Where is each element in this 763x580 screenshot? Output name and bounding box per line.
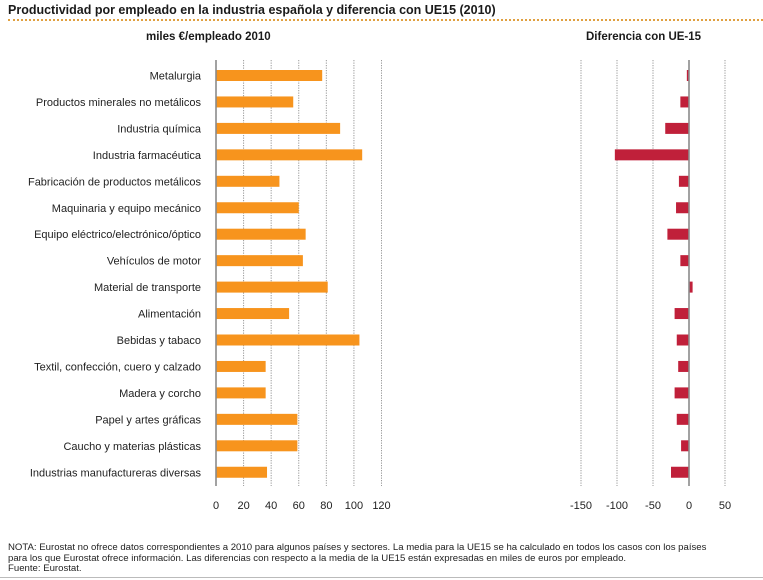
productivity-bar <box>216 175 280 187</box>
difference-bar <box>614 149 689 161</box>
category-label: Madera y corcho <box>119 388 201 400</box>
right-tick-labels: -150 -100 -50 0 50 <box>570 500 731 512</box>
x-tick-label: 120 <box>372 500 390 512</box>
footnote: NOTA: Eurostat no ofrece datos correspon… <box>8 542 763 575</box>
productivity-bar <box>216 440 298 452</box>
category-label: Industria química <box>117 123 202 135</box>
x-tick-label: 20 <box>237 500 249 512</box>
title-divider <box>8 19 763 21</box>
productivity-bar <box>216 70 323 81</box>
left-tick-labels: 0 20 40 60 80 100 120 <box>213 500 391 512</box>
right-gridlines <box>580 60 726 486</box>
category-label: Industria farmacéutica <box>93 150 202 162</box>
x-tick-label: 100 <box>345 500 363 512</box>
right-chart-title: Diferencia con UE-15 <box>586 31 702 43</box>
category-label: Caucho y materias plásticas <box>63 441 201 453</box>
left-chart-title: miles €/empleado 2010 <box>146 31 271 43</box>
difference-bar <box>678 360 689 372</box>
footnote-line: Fuente: Eurostat. <box>8 563 82 574</box>
category-label: Equipo eléctrico/electrónico/óptico <box>34 229 201 241</box>
x-tick-label: -150 <box>570 500 592 512</box>
difference-bar <box>681 440 689 452</box>
x-tick-label: 60 <box>293 500 305 512</box>
productivity-bar <box>216 228 306 240</box>
figure-title: Productividad por empleado en la industr… <box>8 3 496 17</box>
productivity-bar <box>216 387 266 399</box>
x-tick-label: -50 <box>645 500 661 512</box>
productivity-bar <box>216 255 303 267</box>
productivity-bar <box>216 122 341 134</box>
category-label: Industrias manufactureras diversas <box>30 467 202 479</box>
x-tick-label: 40 <box>265 500 277 512</box>
right-bars <box>614 70 693 478</box>
x-tick-label: 80 <box>320 500 332 512</box>
category-label: Material de transporte <box>94 282 201 294</box>
difference-bar <box>676 413 689 425</box>
productivity-bar <box>216 96 294 108</box>
footnote-line: para los que Eurostat ofrece información… <box>8 552 627 564</box>
difference-bar <box>680 96 689 108</box>
category-label: Vehículos de motor <box>107 256 202 268</box>
productivity-bar <box>216 413 298 425</box>
category-label: Maquinaria y equipo mecánico <box>52 203 201 215</box>
left-bars <box>216 70 363 478</box>
category-label: Bebidas y tabaco <box>117 335 201 347</box>
difference-bar <box>676 334 689 346</box>
x-tick-label: 0 <box>213 500 219 512</box>
category-label: Textil, confección, cuero y calzado <box>34 361 201 373</box>
productivity-bar <box>216 281 328 293</box>
difference-bar <box>674 308 689 320</box>
productivity-bar <box>216 466 268 478</box>
bottom-divider <box>0 577 763 578</box>
category-labels: Metalurgia Productos minerales no metálic… <box>28 71 202 480</box>
category-label: Papel y artes gráficas <box>95 414 201 426</box>
x-tick-label: 50 <box>719 500 731 512</box>
difference-bar <box>665 122 689 134</box>
category-label: Productos minerales no metálicos <box>36 97 202 109</box>
difference-bar <box>667 228 689 240</box>
x-tick-label: 0 <box>686 500 692 512</box>
difference-bar <box>686 70 689 81</box>
productivity-bar <box>216 334 360 346</box>
footnote-line: NOTA: Eurostat no ofrece datos correspon… <box>8 542 707 553</box>
category-label: Fabricación de productos metálicos <box>28 176 202 188</box>
category-label: Metalurgia <box>150 71 202 83</box>
productivity-bar <box>216 360 266 372</box>
chart-canvas: Metalurgia Productos minerales no metálic… <box>28 60 731 512</box>
difference-bar <box>671 466 689 478</box>
x-tick-label: -100 <box>606 500 628 512</box>
difference-bar <box>689 281 693 293</box>
productivity-bar <box>216 149 363 161</box>
difference-bar <box>674 387 689 399</box>
productivity-bar <box>216 308 290 320</box>
difference-bar <box>680 255 689 267</box>
difference-bar <box>678 175 689 187</box>
difference-bar <box>676 202 689 214</box>
category-label: Alimentación <box>138 309 201 321</box>
productivity-bar <box>216 202 299 214</box>
